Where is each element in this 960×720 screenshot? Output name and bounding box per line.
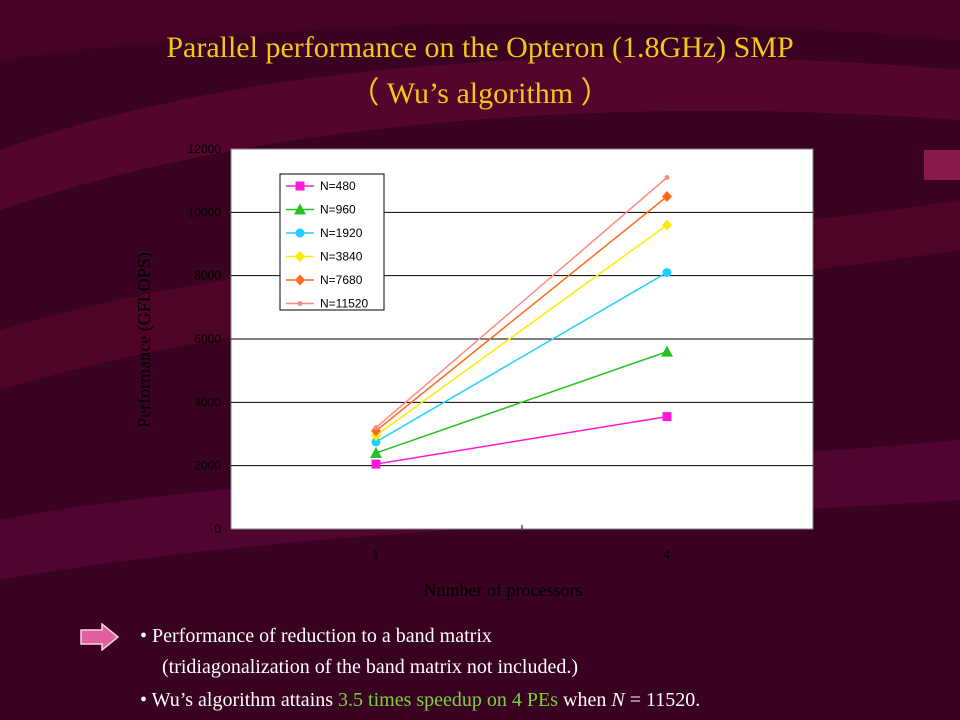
series-line <box>375 176 668 429</box>
legend-entry: N=1920 <box>320 226 363 240</box>
slide-subtitle: （ Wu’s algorithm ） <box>349 77 611 110</box>
series-N=3840 <box>371 219 672 442</box>
data-point <box>664 175 670 180</box>
x-tick-label: 4 <box>664 548 671 562</box>
series-N=960 <box>370 345 673 458</box>
y-tick-label: 12000 <box>188 142 222 156</box>
y-tick-labels: 0 2000 4000 6000 8000 10000 12000 <box>188 142 222 536</box>
series-line <box>375 415 668 465</box>
y-tick-label: 8000 <box>194 269 221 283</box>
data-point <box>662 412 672 422</box>
legend-entry: N=3840 <box>320 250 363 264</box>
decorative-tab <box>924 150 960 180</box>
y-tick-label: 4000 <box>194 395 221 409</box>
data-point <box>373 425 379 431</box>
series-line <box>375 224 668 437</box>
legend: N=480 N=960 N=1920 N=3840 N=7680 N=11520 <box>279 173 385 311</box>
legend-entry: N=960 <box>320 203 356 217</box>
legend-marker <box>297 301 303 306</box>
legend-entry: N=480 <box>320 179 356 193</box>
series-line <box>375 195 668 432</box>
data-point <box>371 459 381 469</box>
legend-marker <box>295 251 305 262</box>
y-tick-label: 6000 <box>194 332 221 346</box>
y-tick-label: 2000 <box>194 459 221 473</box>
legend-marker <box>295 228 305 238</box>
y-tick-label: 0 <box>214 522 221 536</box>
data-point <box>371 437 381 447</box>
data-point <box>662 191 672 202</box>
arrow-right-icon <box>80 623 120 651</box>
data-point <box>661 345 673 357</box>
y-axis-label: Performance (GFLOPS) <box>134 252 155 427</box>
series-line <box>375 350 668 454</box>
data-point <box>662 219 672 231</box>
x-tick-label: 1 <box>373 548 380 562</box>
y-tick-label: 10000 <box>188 205 222 219</box>
legend-marker <box>294 203 306 215</box>
legend-entry: N=11520 <box>320 297 368 311</box>
x-axis-label: Number of processors <box>424 580 583 600</box>
series-N=480 <box>371 412 672 469</box>
legend-box <box>279 173 385 311</box>
series-line <box>375 271 668 443</box>
legend-marker <box>295 181 305 191</box>
data-point <box>662 268 672 277</box>
data-series <box>370 175 673 469</box>
series-N=7680 <box>371 191 672 437</box>
series-N=1920 <box>371 268 672 447</box>
data-point <box>370 447 382 458</box>
legend-entry: N=7680 <box>320 273 363 287</box>
data-point <box>371 425 381 437</box>
series-N=11520 <box>373 175 670 431</box>
slide-title: Parallel performance on the Opteron (1.8… <box>166 31 794 64</box>
legend-marker <box>295 274 305 286</box>
